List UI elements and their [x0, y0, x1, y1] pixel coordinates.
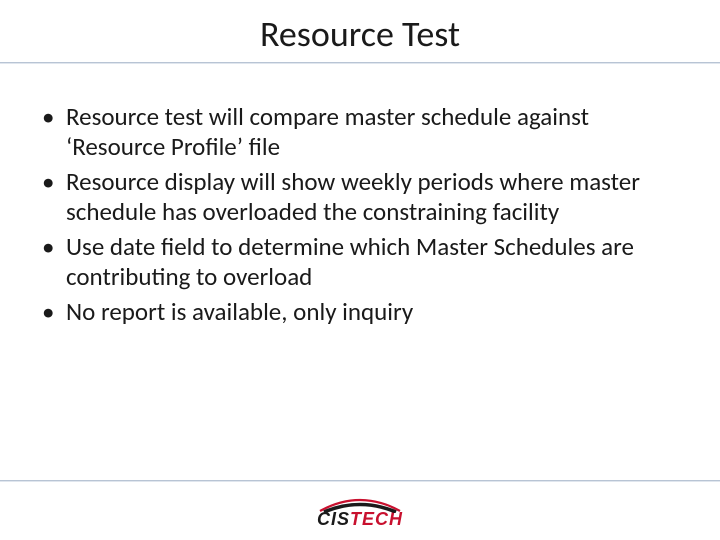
- bullet-item: Use date field to determine which Master…: [38, 232, 682, 291]
- bullet-item: Resource display will show weekly period…: [38, 167, 682, 226]
- bullet-item: Resource test will compare master schedu…: [38, 102, 682, 161]
- bullet-item: No report is available, only inquiry: [38, 297, 682, 327]
- logo-arc-icon: [314, 495, 406, 513]
- slide-title: Resource Test: [0, 12, 720, 56]
- bullet-list: Resource test will compare master schedu…: [38, 102, 682, 327]
- title-underline: [0, 62, 720, 64]
- slide: Resource Test Resource test will compare…: [0, 0, 720, 540]
- title-area: Resource Test: [0, 0, 720, 72]
- content-area: Resource test will compare master schedu…: [0, 72, 720, 327]
- logo: CISTECH: [314, 495, 406, 530]
- footer-rule: [0, 480, 720, 482]
